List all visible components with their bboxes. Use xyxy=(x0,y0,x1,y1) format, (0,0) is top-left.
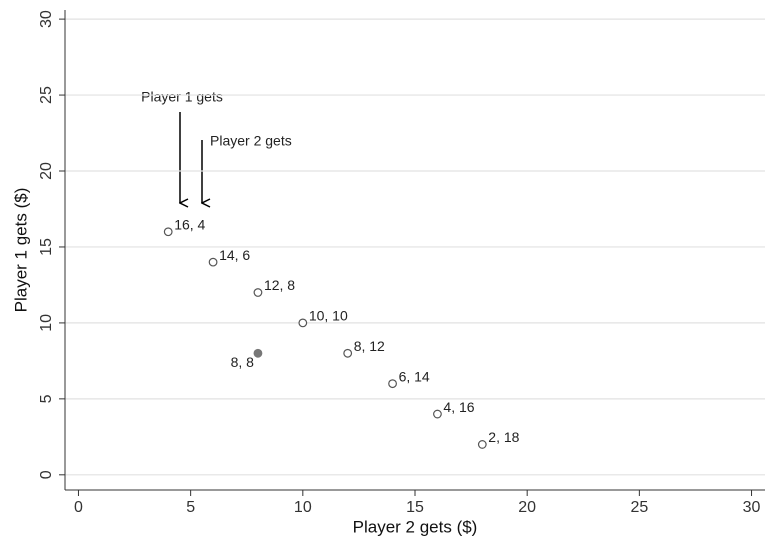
y-tick-label: 15 xyxy=(38,238,55,256)
point-label: 16, 4 xyxy=(174,216,205,232)
point xyxy=(163,227,173,237)
point-label: 4, 16 xyxy=(443,399,474,415)
point xyxy=(343,348,353,358)
point xyxy=(433,409,442,419)
annotation: Player 1 gets xyxy=(141,89,223,105)
y-tick-label: 10 xyxy=(38,314,55,332)
x-tick-label: 30 xyxy=(743,499,761,516)
y-tick-label: 0 xyxy=(38,470,55,479)
point xyxy=(477,440,487,449)
y-tick-label: 25 xyxy=(38,86,55,104)
x-tick-label: 15 xyxy=(406,499,424,516)
point xyxy=(253,288,263,297)
point xyxy=(298,318,308,328)
y-tick-label: 20 xyxy=(38,162,55,180)
x-tick-label: 10 xyxy=(294,499,312,516)
point xyxy=(208,257,218,267)
point-label: 12, 8 xyxy=(264,277,295,293)
point-label: 8, 12 xyxy=(354,338,385,354)
point-label: 6, 14 xyxy=(399,368,430,384)
point-label: 2, 18 xyxy=(488,429,519,445)
point-label: 14, 6 xyxy=(219,247,250,263)
y-axis-title: Player 1 gets ($) xyxy=(11,188,30,313)
y-tick-label: 5 xyxy=(38,394,55,403)
x-tick-label: 20 xyxy=(518,499,536,516)
point xyxy=(388,379,397,389)
point xyxy=(253,348,263,358)
point-label: 10, 10 xyxy=(309,308,348,324)
y-tick-label: 30 xyxy=(38,10,55,28)
x-tick-label: 5 xyxy=(186,499,195,516)
annotation: Player 2 gets xyxy=(210,133,292,149)
point-label: 8, 8 xyxy=(231,354,255,370)
x-tick-label: 0 xyxy=(74,499,83,516)
x-tick-label: 25 xyxy=(630,499,648,516)
x-axis-title: Player 2 gets ($) xyxy=(353,517,478,536)
